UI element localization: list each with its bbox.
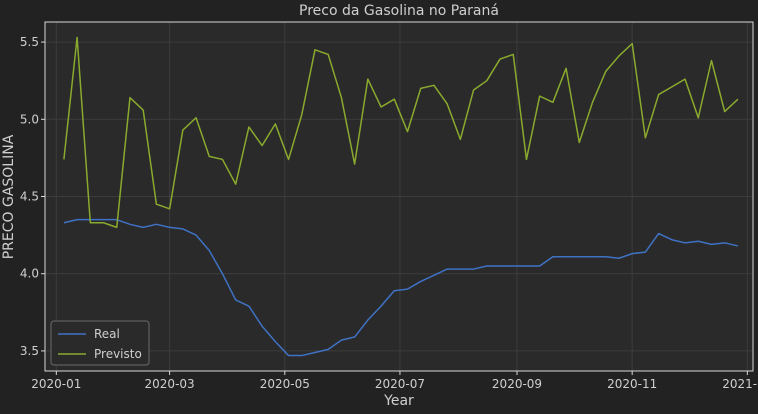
series-layer — [63, 36, 739, 357]
chart-title: Preco da Gasolina no Paraná — [299, 3, 499, 19]
y-axis-title: PRECO GASOLINA — [1, 134, 17, 259]
y-tick-label: 3.5 — [20, 344, 39, 358]
x-tick-label: 2020-07 — [375, 377, 425, 391]
legend-label-previsto: Previsto — [94, 347, 142, 361]
y-axis: 3.5 4.0 4.5 5.0 5.5 — [20, 35, 45, 358]
y-tick-label: 5.5 — [20, 35, 39, 49]
legend-label-real: Real — [94, 327, 120, 341]
x-tick-label: 2020-05 — [260, 377, 310, 391]
x-axis: 2020-01 2020-03 2020-05 2020-07 2020-09 2020-… — [31, 371, 758, 391]
x-tick-label: 2020-03 — [145, 377, 195, 391]
legend: Real Previsto — [50, 320, 150, 366]
y-tick-label: 4.5 — [20, 190, 39, 204]
x-tick-label: 2020-09 — [492, 377, 542, 391]
series-line-previsto — [63, 36, 739, 229]
y-tick-label: 4.0 — [20, 267, 39, 281]
x-tick-label: 2020-01 — [31, 377, 81, 391]
x-axis-title: Year — [383, 393, 414, 409]
series-line-real — [63, 218, 739, 357]
y-tick-label: 5.0 — [20, 112, 39, 126]
x-tick-label: 2021-01 — [722, 377, 758, 391]
x-tick-label: 2020-11 — [607, 377, 657, 391]
